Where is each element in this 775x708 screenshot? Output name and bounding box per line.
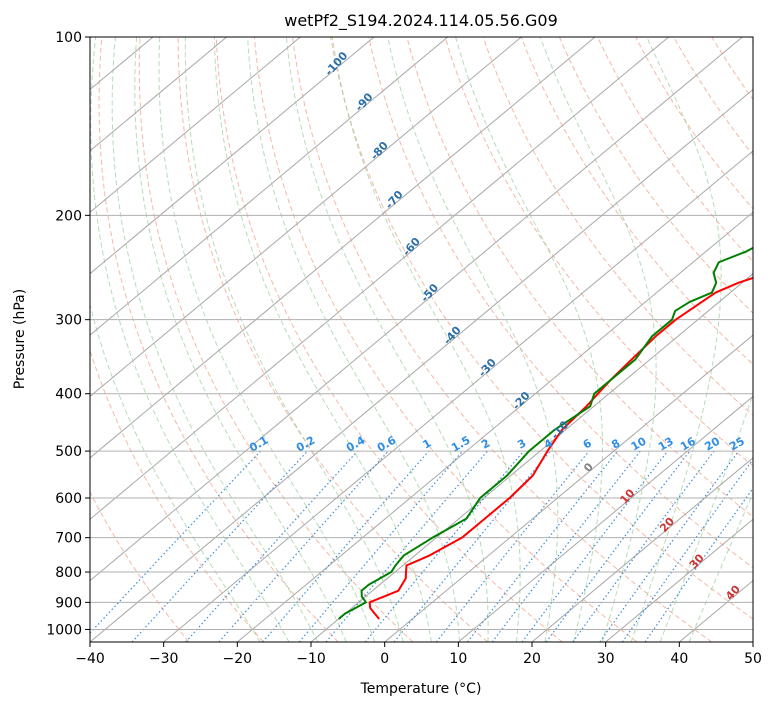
y-tick-label: 700	[55, 531, 82, 547]
background-lines	[0, 37, 753, 642]
mixing-ratio-line	[364, 450, 525, 642]
x-tick-label: −20	[223, 651, 253, 667]
y-tick-label: 900	[55, 595, 82, 611]
y-tick-label: 400	[55, 387, 82, 403]
plot-frame	[89, 36, 754, 643]
profile-series	[338, 246, 753, 620]
y-tick-label: 500	[55, 444, 82, 460]
dry-adiabat	[330, 37, 753, 620]
isotherm	[605, 518, 753, 642]
x-tick-label: 0	[380, 651, 389, 667]
moist-adiabat	[688, 491, 753, 642]
plot-area	[90, 37, 753, 642]
dry-adiabat	[368, 37, 753, 569]
moist-adiabat	[539, 37, 657, 642]
y-tick-label: 800	[55, 565, 82, 581]
mixing-ratio-line	[185, 450, 358, 642]
dry-adiabat	[215, 37, 563, 642]
y-tick-label: 300	[55, 313, 82, 329]
moist-adiabat	[630, 37, 722, 642]
x-tick-label: 10	[449, 651, 467, 667]
y-tick-label: 100	[55, 30, 82, 46]
x-axis-title: Temperature (°C)	[360, 681, 482, 697]
isotherm	[458, 395, 753, 642]
dry-adiabat	[90, 491, 190, 642]
isotherm	[90, 37, 522, 398]
dry-adiabat	[253, 37, 638, 642]
dry-adiabat	[90, 348, 264, 642]
mixing-ratio-line	[644, 487, 753, 642]
isotherm	[90, 37, 448, 336]
dry-adiabat	[558, 37, 753, 314]
dry-adiabat	[597, 37, 753, 263]
y-axis: 100 200 300 400 500 600 700 800 900 1000	[46, 30, 90, 638]
mixing-ratio-line	[467, 450, 619, 642]
moist-adiabat	[90, 302, 261, 642]
dry-adiabat	[520, 37, 753, 366]
isotherm	[384, 334, 753, 642]
dry-adiabat	[98, 37, 339, 642]
x-tick-label: −40	[75, 651, 105, 667]
x-tick-label: −30	[149, 651, 179, 667]
isotherm	[752, 641, 753, 642]
moist-adiabat	[111, 37, 319, 642]
isotherm	[0, 37, 6, 642]
chart-title: wetPf2_S194.2024.114.05.56.G09	[284, 11, 558, 31]
dry-adiabat	[177, 37, 488, 642]
dry-adiabat	[444, 37, 753, 467]
isotherm	[90, 37, 301, 213]
moist-adiabat	[387, 37, 559, 642]
mixing-ratio-line	[435, 450, 590, 642]
moist-adiabat	[659, 392, 753, 642]
y-tick-label: 600	[55, 491, 82, 507]
isotherm	[531, 457, 753, 642]
isotherm	[310, 273, 753, 642]
mixing-ratio-line	[491, 450, 641, 642]
pressure-grid	[90, 37, 753, 630]
x-tick-label: 30	[597, 651, 615, 667]
mixing-ratio-line	[621, 458, 753, 642]
moist-adiabat	[247, 37, 461, 642]
y-axis-title: Pressure (hPa)	[12, 289, 28, 389]
isotherm	[90, 37, 669, 520]
isotherm	[90, 37, 743, 582]
profile-line	[338, 246, 753, 620]
x-tick-label: 40	[670, 651, 688, 667]
moist-adiabat	[455, 37, 603, 642]
moist-adiabat	[90, 37, 290, 642]
isotherm	[90, 37, 596, 459]
x-tick-label: −10	[296, 651, 326, 667]
isotherm	[90, 37, 227, 152]
isotherm	[90, 37, 375, 275]
y-tick-label: 1000	[46, 622, 82, 638]
dry-adiabat	[292, 37, 713, 642]
mixing-ratio-line	[599, 450, 740, 642]
x-tick-label: 50	[744, 651, 762, 667]
y-tick-label: 200	[55, 208, 82, 224]
mixing-ratio-line	[131, 450, 308, 642]
moist-adiabat	[213, 37, 432, 642]
mixing-ratio-line	[218, 450, 389, 642]
moist-adiabat	[184, 37, 404, 642]
moist-adiabat	[285, 37, 489, 642]
isotherm	[163, 150, 753, 642]
x-axis: −40 −30 −20 −10 0 10 20 30 40 50	[75, 642, 762, 667]
mixing-ratio-line	[298, 450, 464, 642]
x-tick-label: 20	[523, 651, 541, 667]
dry-adiabat	[749, 37, 753, 43]
moist-adiabat	[134, 37, 347, 642]
dry-adiabat	[138, 37, 414, 642]
isotherm	[90, 88, 753, 642]
isotherm	[237, 211, 753, 642]
